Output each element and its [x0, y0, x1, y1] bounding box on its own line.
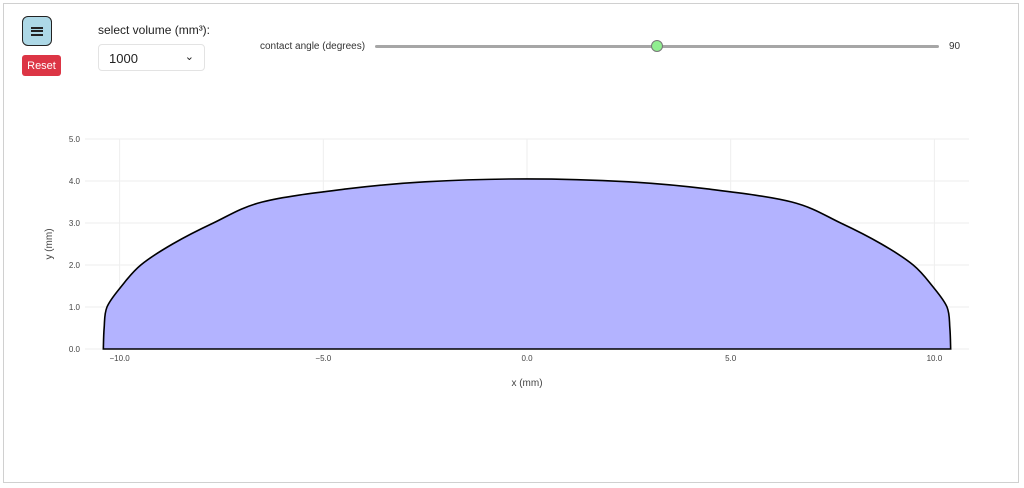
- hamburger-icon: [31, 25, 43, 37]
- angle-slider[interactable]: [375, 40, 939, 52]
- angle-value: 90: [949, 41, 961, 52]
- reset-button[interactable]: Reset: [22, 55, 61, 76]
- angle-label: contact angle (degrees): [260, 41, 366, 52]
- angle-slider-thumb[interactable]: [651, 40, 663, 52]
- volume-label: select volume (mm³):: [98, 23, 211, 37]
- chevron-down-icon: ⌄: [184, 51, 194, 63]
- app-frame: Reset select volume (mm³): 1000 ⌄ contac…: [3, 3, 1019, 483]
- volume-select[interactable]: 1000 ⌄: [98, 44, 205, 71]
- menu-button[interactable]: [22, 16, 52, 46]
- volume-value: 1000: [109, 51, 138, 66]
